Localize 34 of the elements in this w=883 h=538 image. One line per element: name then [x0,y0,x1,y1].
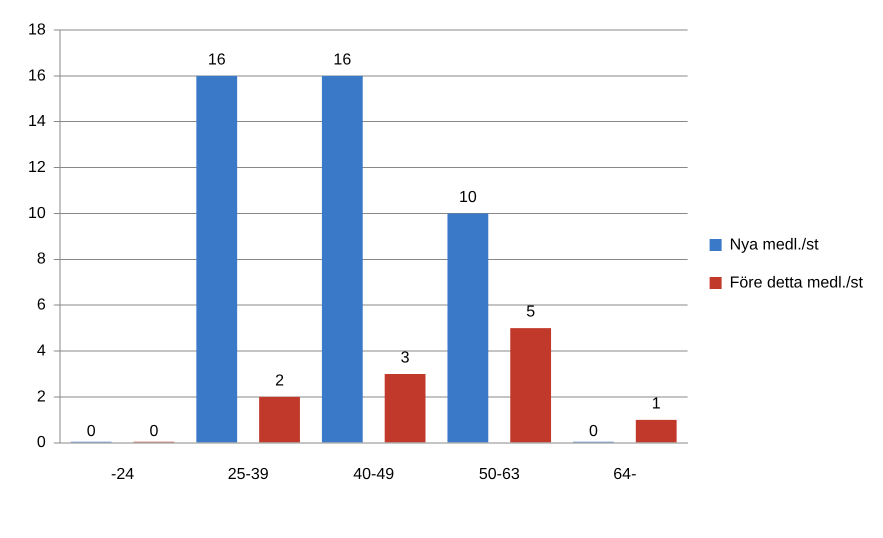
y-tick-label: 8 [36,250,46,268]
y-tick-label: 10 [28,204,46,222]
bar [196,76,238,442]
bar [259,396,300,442]
y-tick-label: 18 [28,21,46,38]
bar [510,328,552,442]
bar [636,420,677,442]
y-tick-label: 4 [36,342,46,360]
data-label: 0 [150,423,159,440]
legend-label: Nya medl./st [730,236,820,254]
y-tick-label: 2 [36,388,46,406]
y-tick-label: 6 [36,296,46,314]
y-tick-label: 16 [28,67,46,84]
bar [447,213,488,442]
data-label: 16 [333,51,352,68]
data-label: 5 [526,304,536,321]
data-label: 0 [588,423,598,440]
data-label: 16 [208,51,226,68]
bar [384,374,426,442]
y-tick-label: 0 [36,434,46,452]
data-label: 1 [652,395,661,412]
y-tick-label: 12 [28,159,46,176]
x-tick-label: 64- [613,466,636,483]
x-tick-label: 50-63 [478,466,520,483]
data-label: 10 [458,188,477,206]
y-tick-label: 14 [28,113,46,130]
bar [322,76,363,442]
data-label: 2 [275,372,284,390]
x-tick-label: 25-39 [228,466,269,483]
legend-label: Före detta medl./st [730,274,864,292]
x-tick-label: 40-49 [353,466,394,483]
data-label: 3 [400,349,410,366]
data-label: 0 [86,423,96,440]
x-tick-label: -24 [111,466,134,483]
